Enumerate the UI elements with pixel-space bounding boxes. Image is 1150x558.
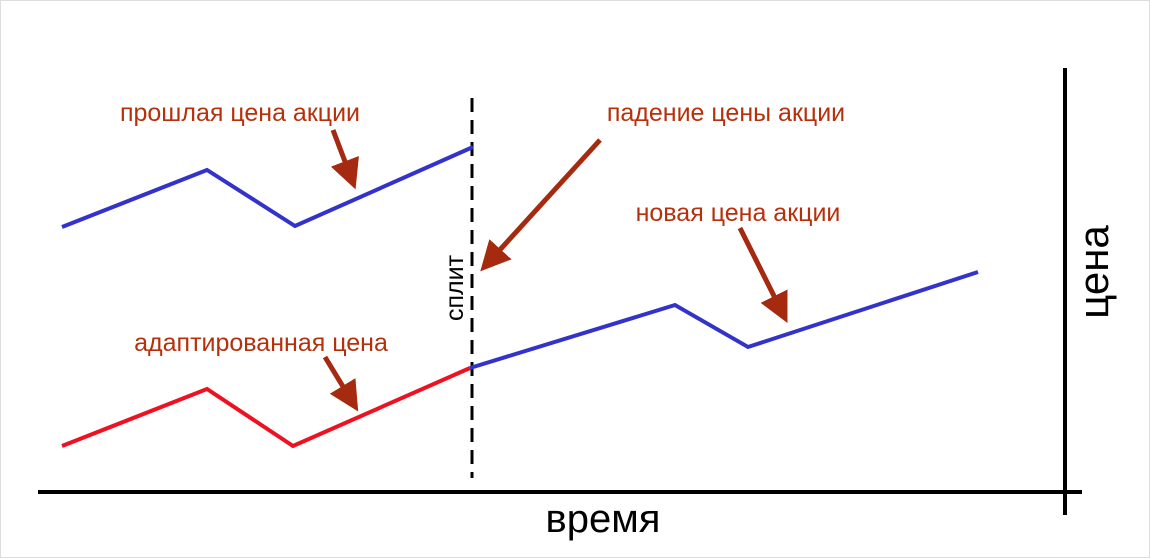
y-axis-label: цена xyxy=(1070,225,1117,319)
old-price-line xyxy=(61,145,474,229)
adjusted-price-line xyxy=(61,366,471,449)
arrow xyxy=(322,355,359,412)
split-label: сплит xyxy=(441,254,469,321)
annotation: падение цены акции xyxy=(607,99,845,127)
arrow xyxy=(480,138,602,272)
arrows xyxy=(322,129,788,412)
x-axis-label: время xyxy=(546,497,661,541)
arrow xyxy=(737,226,788,323)
annotation: прошлая цена акции xyxy=(120,99,360,127)
arrow xyxy=(330,129,359,190)
new-price-line xyxy=(469,270,979,370)
annotation: адаптированная цена xyxy=(134,329,388,357)
annotation: новая цена акции xyxy=(636,199,841,227)
